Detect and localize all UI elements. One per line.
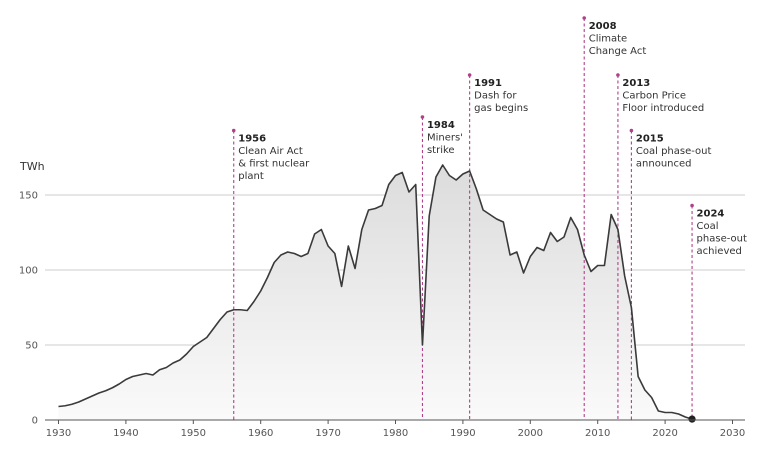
annotation-year: 2015	[636, 134, 664, 145]
event-marker-dot	[467, 73, 472, 77]
axes: 0 50 100 150 1930 1940 1950 1960 1970 1980 1990 200…	[19, 191, 745, 440]
annotation-text: Coal phase-out	[636, 146, 712, 157]
annotation-text: Carbon Price	[622, 91, 686, 102]
annotation-year: 1991	[474, 78, 502, 89]
annotation-year: 1984	[427, 120, 455, 131]
annotation-year: 2008	[589, 21, 617, 32]
event-markers	[231, 16, 694, 420]
x-tick-label: 1940	[113, 428, 138, 439]
x-tick-label: 1930	[46, 428, 71, 439]
x-tick-label: 2010	[585, 428, 610, 439]
series-line-layer	[58, 164, 696, 423]
x-tick-label: 1960	[248, 428, 273, 439]
area-fill	[58, 165, 693, 420]
x-tick-label: 2030	[720, 428, 745, 439]
event-marker-dot	[629, 128, 634, 133]
annotation-text: Change Act	[589, 46, 647, 57]
annotation-text: Climate	[589, 34, 627, 45]
annotation-text: & first nuclear	[238, 159, 310, 170]
event-marker-dot	[616, 73, 620, 77]
x-tick-label: 1950	[181, 428, 206, 439]
series-line	[58, 164, 693, 420]
y-axis-unit-label: TWh	[19, 160, 45, 173]
x-tick-label: 2000	[518, 428, 543, 439]
annotation-text: phase-out	[697, 234, 747, 245]
x-tick-label: 1970	[315, 428, 340, 439]
end-point-marker	[688, 415, 696, 423]
annotation-text: achieved	[697, 246, 742, 257]
y-tick-label: 150	[19, 191, 38, 202]
y-tick-label: 100	[19, 266, 38, 277]
event-marker-dot	[231, 128, 236, 133]
annotation-text: Floor introduced	[622, 103, 704, 114]
annotation-text: Coal	[697, 221, 719, 232]
event-marker-dot	[420, 115, 425, 119]
annotation-year: 2024	[697, 209, 725, 220]
annotation-text: Dash for	[474, 91, 517, 102]
annotation-text: strike	[427, 145, 455, 156]
y-tick-label: 50	[25, 341, 38, 352]
x-tick-label: 1980	[383, 428, 408, 439]
series-area	[58, 165, 693, 420]
annotation-text: gas begins	[474, 103, 528, 114]
annotation-year: 2013	[622, 78, 650, 89]
annotation-text: Miners'	[427, 133, 463, 144]
annotation-text: Clean Air Act	[238, 146, 303, 157]
x-tick-label: 2020	[652, 428, 677, 439]
annotation-year: 1956	[238, 134, 266, 145]
annotation-text: plant	[238, 171, 264, 182]
x-tick-label: 1990	[450, 428, 475, 439]
event-marker-dot	[690, 203, 694, 208]
y-tick-label: 0	[32, 416, 38, 427]
annotation-text: announced	[636, 159, 692, 170]
event-marker-dot	[582, 16, 587, 20]
